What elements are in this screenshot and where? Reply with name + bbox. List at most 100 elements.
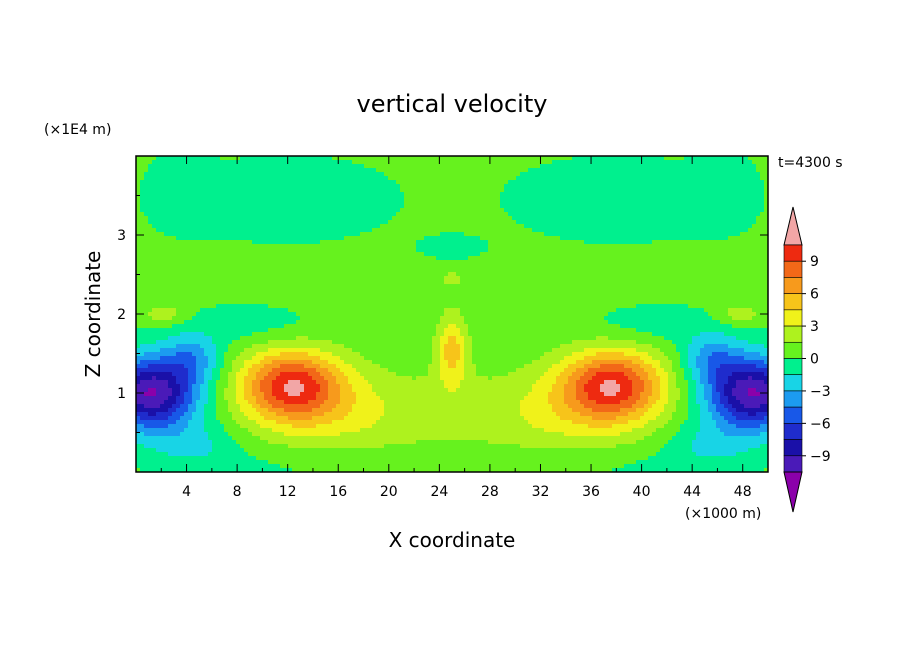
contour-cell bbox=[216, 236, 221, 241]
contour-cell bbox=[636, 232, 641, 237]
contour-cell bbox=[216, 244, 221, 249]
contour-cell bbox=[336, 176, 341, 181]
contour-cell bbox=[484, 172, 489, 177]
contour-cell bbox=[276, 224, 281, 229]
contour-cell bbox=[636, 200, 641, 205]
contour-cell bbox=[504, 212, 509, 217]
contour-cell bbox=[752, 264, 757, 269]
contour-cell bbox=[296, 172, 301, 177]
contour-cell bbox=[272, 188, 277, 193]
contour-cell bbox=[328, 252, 333, 257]
contour-cell bbox=[252, 244, 257, 249]
contour-cell bbox=[188, 196, 193, 201]
contour-cell bbox=[636, 256, 641, 261]
contour-cell bbox=[740, 240, 745, 245]
contour-cell bbox=[576, 240, 581, 245]
contour-cell bbox=[380, 196, 385, 201]
contour-cell bbox=[620, 160, 625, 165]
contour-cell bbox=[232, 244, 237, 249]
contour-cell bbox=[696, 192, 701, 197]
contour-cell bbox=[204, 204, 209, 209]
contour-cell bbox=[412, 168, 417, 173]
contour-cell bbox=[360, 184, 365, 189]
contour-cell bbox=[668, 168, 673, 173]
contour-cell bbox=[252, 172, 257, 177]
contour-cell bbox=[364, 228, 369, 233]
contour-cell bbox=[612, 156, 617, 161]
contour-cell bbox=[244, 268, 249, 273]
contour-cell bbox=[732, 172, 737, 177]
contour-cell bbox=[188, 176, 193, 181]
contour-cell bbox=[544, 256, 549, 261]
contour-cell bbox=[632, 188, 637, 193]
contour-cell bbox=[544, 268, 549, 273]
contour-cell bbox=[440, 280, 445, 285]
contour-cell bbox=[504, 164, 509, 169]
contour-cell bbox=[604, 192, 609, 197]
contour-cell bbox=[492, 212, 497, 217]
contour-cell bbox=[700, 232, 705, 237]
contour-cell bbox=[380, 164, 385, 169]
contour-cell bbox=[316, 280, 321, 285]
contour-cell bbox=[280, 232, 285, 237]
contour-cell bbox=[256, 276, 261, 281]
contour-cell bbox=[364, 172, 369, 177]
contour-cell bbox=[176, 264, 181, 269]
contour-cell bbox=[236, 200, 241, 205]
contour-cell bbox=[196, 276, 201, 281]
contour-cell bbox=[276, 156, 281, 161]
contour-cell bbox=[596, 212, 601, 217]
contour-cell bbox=[372, 180, 377, 185]
contour-cell bbox=[408, 280, 413, 285]
contour-cell bbox=[280, 192, 285, 197]
contour-cell bbox=[148, 260, 153, 265]
contour-cell bbox=[348, 232, 353, 237]
contour-cell bbox=[764, 208, 768, 213]
contour-cell bbox=[540, 204, 545, 209]
contour-cell bbox=[736, 200, 741, 205]
contour-cell bbox=[148, 252, 153, 257]
contour-cell bbox=[376, 268, 381, 273]
contour-cell bbox=[632, 276, 637, 281]
contour-cell bbox=[348, 180, 353, 185]
contour-cell bbox=[384, 156, 389, 161]
contour-cell bbox=[752, 260, 757, 265]
contour-cell bbox=[320, 196, 325, 201]
contour-cell bbox=[188, 164, 193, 169]
contour-cell bbox=[252, 168, 257, 173]
contour-cell bbox=[516, 248, 521, 253]
contour-cell bbox=[276, 176, 281, 181]
contour-cell bbox=[412, 268, 417, 273]
contour-cell bbox=[700, 268, 705, 273]
contour-cell bbox=[200, 220, 205, 225]
contour-cell bbox=[728, 236, 733, 241]
contour-cell bbox=[588, 252, 593, 257]
contour-cell bbox=[740, 192, 745, 197]
contour-cell bbox=[404, 184, 409, 189]
contour-cell bbox=[272, 264, 277, 269]
contour-cell bbox=[380, 260, 385, 265]
contour-cell bbox=[200, 160, 205, 165]
contour-cell bbox=[412, 264, 417, 269]
contour-cell bbox=[520, 236, 525, 241]
contour-cell bbox=[644, 192, 649, 197]
contour-cell bbox=[192, 248, 197, 253]
contour-cell bbox=[236, 224, 241, 229]
contour-cell bbox=[452, 244, 457, 249]
contour-cell bbox=[368, 212, 373, 217]
contour-cell bbox=[736, 236, 741, 241]
contour-cell bbox=[304, 224, 309, 229]
contour-cell bbox=[320, 276, 325, 281]
contour-cell bbox=[416, 248, 421, 253]
contour-cell bbox=[228, 268, 233, 273]
contour-cell bbox=[700, 236, 705, 241]
contour-cell bbox=[404, 188, 409, 193]
contour-cell bbox=[708, 268, 713, 273]
contour-cell bbox=[316, 276, 321, 281]
contour-cell bbox=[344, 248, 349, 253]
contour-cell bbox=[732, 248, 737, 253]
contour-cell bbox=[276, 216, 281, 221]
contour-cell bbox=[200, 240, 205, 245]
contour-cell bbox=[544, 240, 549, 245]
contour-cell bbox=[712, 164, 717, 169]
